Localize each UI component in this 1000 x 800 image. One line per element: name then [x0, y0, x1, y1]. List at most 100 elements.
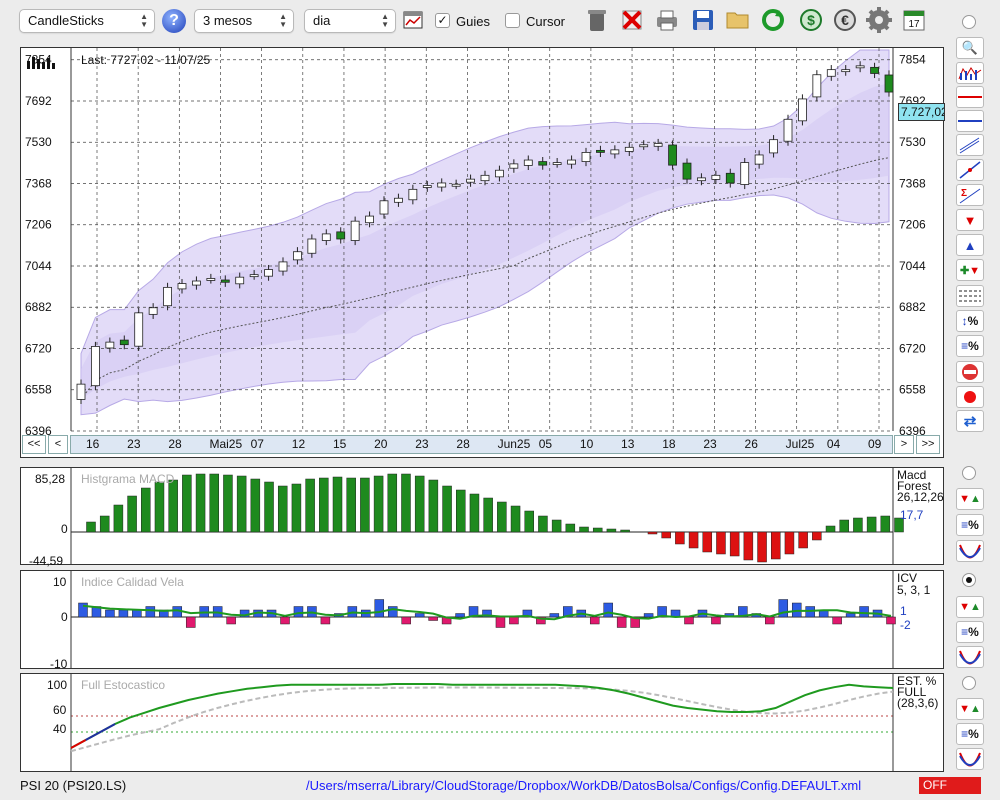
- stoch-lines-button[interactable]: ≡%: [956, 723, 984, 745]
- candle: [451, 183, 461, 187]
- nav-next-button[interactable]: >: [894, 435, 914, 454]
- grid-lines-button[interactable]: [956, 285, 984, 307]
- icv-panel-radio[interactable]: [962, 573, 976, 587]
- icv-params: 5, 3, 1: [897, 583, 931, 597]
- stoch-panel[interactable]: Full Estocastico 100 60 40 EST. % FULL (…: [20, 673, 944, 772]
- icv-lines-button[interactable]: ≡%: [956, 621, 984, 643]
- print-icon[interactable]: [653, 6, 681, 34]
- macd-panel[interactable]: Histgrama MACD 85,28 0 -44,59 Macd Fores…: [20, 467, 944, 568]
- help-button[interactable]: ?: [162, 9, 186, 33]
- y-tick-left: 6882: [25, 300, 52, 314]
- candle: [725, 172, 735, 184]
- icv-bar: [280, 616, 290, 625]
- macd-bar: [551, 519, 562, 533]
- hline-blue-button[interactable]: [956, 110, 984, 132]
- svg-text:17: 17: [908, 19, 920, 30]
- add-signal-button[interactable]: ✚▼: [956, 259, 984, 281]
- stoch-panel-radio[interactable]: [962, 676, 976, 690]
- icv-panel[interactable]: Indice Calidad Vela 10 0 -10 ICV 5, 3, 1…: [20, 570, 944, 671]
- macd-bar: [866, 516, 877, 533]
- euro-icon[interactable]: €: [831, 6, 859, 34]
- nav-prev-button[interactable]: <: [48, 435, 68, 454]
- macd-bar: [195, 473, 206, 533]
- macd-signal-button[interactable]: ▼▲: [956, 488, 984, 510]
- icv-bar: [132, 609, 142, 618]
- macd-bar: [223, 474, 233, 533]
- record-button[interactable]: [956, 386, 984, 408]
- macd-bar: [469, 493, 480, 533]
- guies-checkbox[interactable]: ✓: [435, 13, 450, 28]
- candle: [552, 162, 562, 165]
- macd-chart-svg[interactable]: [21, 468, 943, 564]
- indicator-overlay-button[interactable]: [956, 62, 984, 84]
- gear-icon[interactable]: [865, 6, 893, 34]
- candle: [639, 144, 649, 148]
- calendar-icon[interactable]: 17: [900, 6, 928, 34]
- config-path-link[interactable]: /Users/mserra/Library/CloudStorage/Dropb…: [306, 778, 862, 793]
- macd-bar: [346, 477, 356, 533]
- sell-signal-button[interactable]: ▼: [956, 209, 984, 231]
- icv-signal-line: [82, 604, 892, 621]
- candle: [523, 159, 533, 166]
- macd-bar: [661, 531, 671, 539]
- icv-value2: -2: [900, 618, 911, 632]
- nav-last-button[interactable]: >>: [916, 435, 940, 454]
- scale-percent-button[interactable]: ↕%: [956, 310, 984, 332]
- candle: [105, 341, 115, 349]
- period-select[interactable]: 3 mesos ▲ ▼: [194, 9, 294, 33]
- delete-icon[interactable]: [618, 6, 646, 34]
- y-tick-right: 6396: [899, 424, 926, 438]
- candle: [754, 154, 764, 165]
- icv-bar: [778, 599, 789, 618]
- save-icon[interactable]: [689, 6, 717, 34]
- icv-curve-button[interactable]: [956, 646, 984, 668]
- macd-curve-button[interactable]: [956, 540, 984, 562]
- plus-arrows-icon: ✚▼: [959, 264, 981, 277]
- folder-icon[interactable]: [724, 6, 752, 34]
- stop-button[interactable]: [956, 361, 984, 383]
- nav-first-button[interactable]: <<: [22, 435, 46, 454]
- cycle-button[interactable]: ⇄: [956, 410, 984, 432]
- dollar-sync-icon[interactable]: $: [797, 6, 825, 34]
- y-tick-left: 6558: [25, 383, 52, 397]
- candle: [668, 144, 677, 166]
- price-chart-svg[interactable]: 7854785476927692753075307368736872067206…: [21, 48, 943, 457]
- macd-panel-radio[interactable]: [962, 466, 976, 480]
- trendline-button[interactable]: [956, 159, 984, 181]
- candle: [509, 163, 519, 169]
- zoom-button[interactable]: 🔍: [956, 37, 984, 59]
- macd-bar: [675, 531, 685, 545]
- macd-bar: [141, 487, 151, 533]
- fibonacci-button[interactable]: Σ: [956, 184, 984, 206]
- macd-lines-button[interactable]: ≡%: [956, 514, 984, 536]
- hline-red-button[interactable]: [956, 86, 984, 108]
- interval-select[interactable]: dia ▲ ▼: [304, 9, 396, 33]
- y-tick-left: 7206: [25, 218, 52, 232]
- candle: [610, 149, 620, 155]
- stoch-curve-button[interactable]: [956, 748, 984, 770]
- off-indicator[interactable]: OFF: [919, 777, 981, 794]
- trash-icon[interactable]: [583, 6, 611, 34]
- price-chart-panel[interactable]: 7854785476927692753075307368736872067206…: [20, 47, 945, 458]
- candle: [855, 65, 865, 69]
- refresh-icon[interactable]: [759, 6, 787, 34]
- icv-bar: [589, 616, 600, 625]
- buy-signal-button[interactable]: ▲: [956, 234, 984, 256]
- icv-bar: [293, 606, 304, 618]
- cursor-checkbox[interactable]: [505, 13, 520, 28]
- icv-chart-svg[interactable]: [21, 571, 943, 668]
- logo-bars-icon: [27, 55, 57, 72]
- icv-signal-button[interactable]: ▼▲: [956, 596, 984, 618]
- candle: [437, 182, 447, 188]
- stoch-signal-button[interactable]: ▼▲: [956, 698, 984, 720]
- chart-type-select[interactable]: CandleSticks ▲ ▼: [19, 9, 155, 33]
- macd-bar: [86, 521, 96, 533]
- chart-window-icon[interactable]: [400, 6, 426, 34]
- candle: [841, 69, 851, 73]
- trend-channel-button[interactable]: [956, 134, 984, 156]
- candle: [596, 149, 605, 153]
- main-panel-radio[interactable]: [962, 15, 976, 29]
- stoch-chart-svg[interactable]: [21, 674, 943, 771]
- y-tick-left: 7692: [25, 94, 52, 108]
- lines-percent-button[interactable]: ≡%: [956, 335, 984, 357]
